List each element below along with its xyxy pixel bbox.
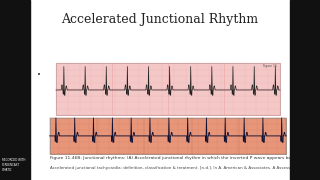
Text: Accelerated Junctional Rhythm: Accelerated Junctional Rhythm xyxy=(61,13,259,26)
Text: Figure 16: Figure 16 xyxy=(263,64,277,68)
Bar xyxy=(0,0,30,180)
Bar xyxy=(50,118,286,154)
Text: •: • xyxy=(37,72,41,78)
Bar xyxy=(290,0,320,180)
Text: Accelerated junctional tachycardia: definition, classification & treatment. [n.d: Accelerated junctional tachycardia: defi… xyxy=(50,166,320,170)
Text: Figure 11-46B: Junctional rhythms: (A) Accelerated junctional rhythm in which th: Figure 11-46B: Junctional rhythms: (A) A… xyxy=(50,156,320,160)
Bar xyxy=(56,63,280,115)
Text: RECORDED WITH
SCREENCAST
OMATIC: RECORDED WITH SCREENCAST OMATIC xyxy=(2,158,25,172)
